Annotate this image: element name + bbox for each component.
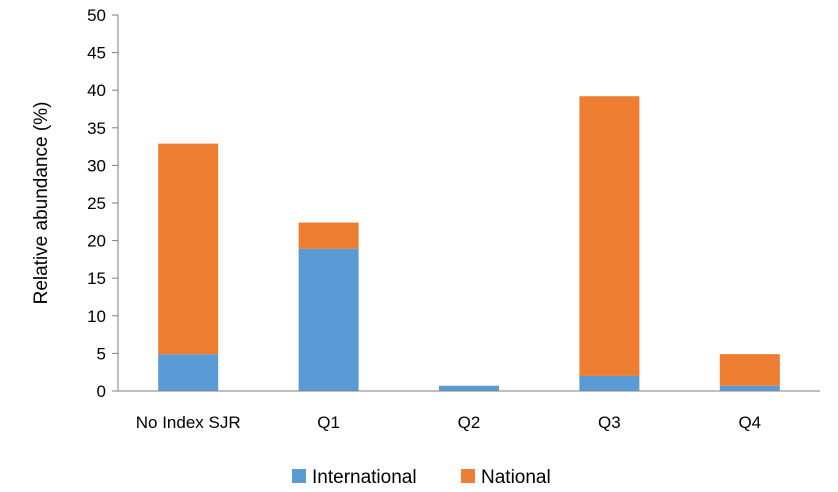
y-tick-label: 20 (87, 232, 106, 251)
y-tick-label: 35 (87, 119, 106, 138)
y-axis-title: Relative abundance (%) (31, 102, 52, 305)
x-tick-label: Q2 (458, 413, 481, 432)
y-tick-label: 10 (87, 307, 106, 326)
y-tick-label: 45 (87, 44, 106, 63)
legend-swatch-national (461, 469, 475, 483)
x-tick-label: Q1 (317, 413, 340, 432)
y-tick-label: 0 (97, 382, 106, 401)
y-tick-label: 5 (97, 344, 106, 363)
y-tick-label: 30 (87, 156, 106, 175)
bar-national-1 (298, 222, 359, 249)
legend: International National (292, 467, 551, 488)
bar-international-3 (579, 375, 640, 391)
legend-swatch-international (292, 469, 306, 483)
axes-layer (117, 15, 820, 392)
y-tick-label: 50 (87, 6, 106, 25)
x-tick-label: Q4 (738, 413, 761, 432)
bar-international-0 (158, 354, 219, 391)
bar-international-2 (439, 385, 499, 391)
bar-national-0 (158, 143, 219, 355)
bar-national-4 (719, 354, 780, 386)
legend-label-national: National (481, 467, 551, 488)
bar-international-4 (719, 385, 780, 391)
bars-layer (158, 96, 780, 391)
x-labels-layer: No Index SJR Q1 Q2 Q3 Q4 (136, 413, 761, 432)
y-tick-label: 25 (87, 194, 106, 213)
y-tick-label: 15 (87, 269, 106, 288)
y-ticks-layer: 0 5 10 15 20 25 30 35 40 45 50 (87, 6, 118, 401)
legend-label-international: International (312, 467, 417, 488)
y-tick-label: 40 (87, 81, 106, 100)
bar-national-3 (579, 96, 640, 376)
x-tick-label: Q3 (598, 413, 621, 432)
bar-international-1 (298, 248, 359, 391)
x-tick-label: No Index SJR (136, 413, 241, 432)
